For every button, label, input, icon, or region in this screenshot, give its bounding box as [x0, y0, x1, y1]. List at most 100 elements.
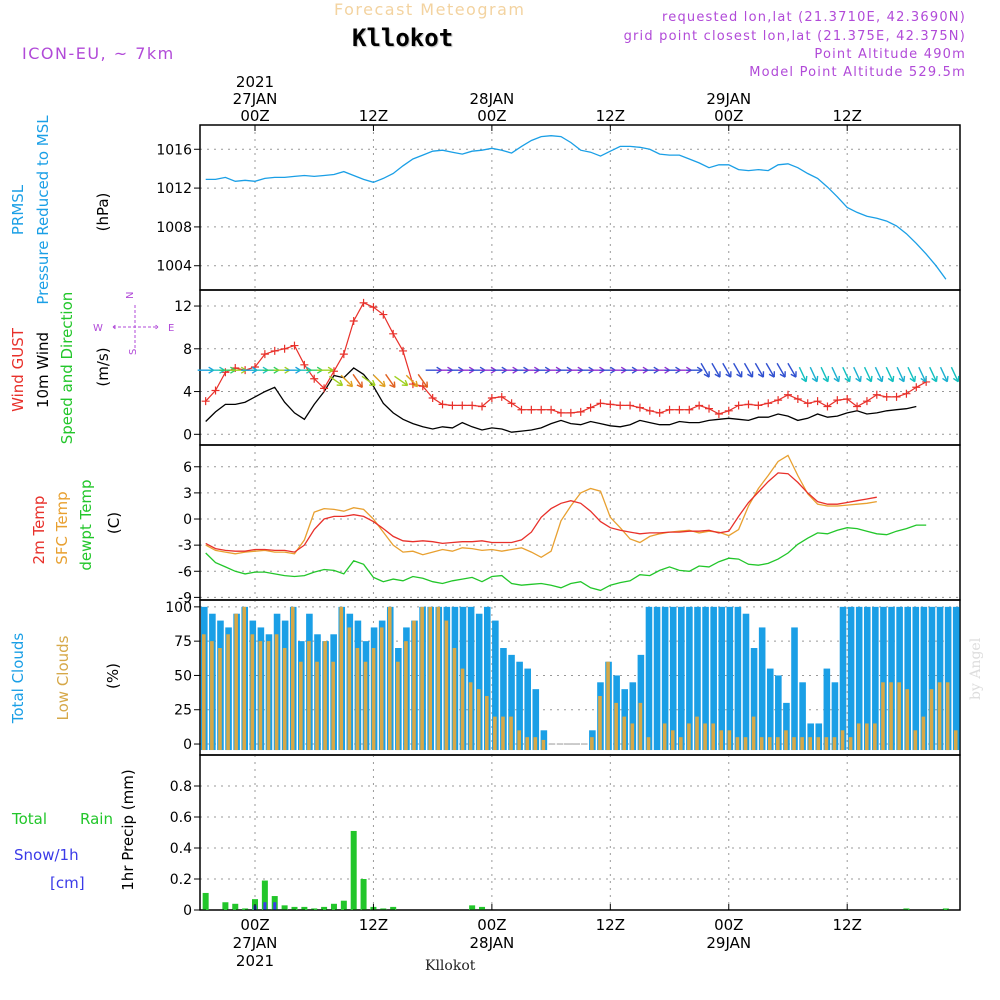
wind-direction-arrow: [907, 366, 917, 383]
arrow-head: [703, 371, 710, 378]
total-cloud-bar: [483, 606, 491, 751]
arrow-shaft: [863, 366, 872, 382]
wind-gust-marker: [270, 346, 279, 355]
arrow-head: [736, 371, 743, 378]
arrow-shaft: [885, 366, 894, 382]
low-cloud-bar: [371, 648, 376, 751]
low-cloud-bar: [590, 737, 594, 751]
time-label-bottom: 12Z: [596, 916, 625, 934]
panel-frame: [199, 289, 961, 446]
arrow-shaft: [405, 374, 419, 388]
arrow-shaft: [385, 373, 396, 388]
y-tick-label: 25: [174, 703, 192, 719]
y-tick-label: 0.6: [170, 810, 192, 826]
rain-bar: [311, 908, 318, 910]
rain-bar: [232, 903, 239, 910]
arrow-shaft: [733, 362, 743, 378]
time-label-bottom: 12Z: [833, 916, 862, 934]
arrow-head: [757, 371, 765, 378]
model-label: ICON-EU, ~ 7km: [22, 44, 175, 63]
temp-2m-label: 2m Temp: [30, 496, 48, 565]
pressure-label-long: Pressure Reduced to MSL: [34, 115, 52, 305]
total-clouds-label: Total Clouds: [9, 633, 27, 725]
wind-direction-arrow: [863, 366, 873, 383]
time-label-top: 2021: [236, 73, 274, 91]
time-label-bottom: 29JAN: [706, 934, 751, 952]
low-cloud-bar: [711, 723, 715, 751]
total-cloud-bar: [807, 723, 814, 751]
low-cloud-bar: [743, 737, 748, 751]
low-cloud-bar: [945, 682, 950, 751]
y-tick-label: 0: [183, 512, 192, 528]
wind-gust-marker: [458, 401, 467, 410]
y-tick-label: 4: [183, 385, 192, 401]
total-cloud-bar: [799, 682, 806, 751]
total-cloud-bar: [653, 606, 661, 751]
arrow-head: [401, 379, 409, 387]
low-cloud-bar: [953, 730, 958, 751]
y-tick-label: -6: [178, 564, 192, 580]
arrow-shaft: [929, 366, 938, 382]
total-cloud-bar: [920, 606, 928, 751]
total-cloud-bar: [678, 606, 685, 751]
total-cloud-bar: [952, 606, 960, 751]
arrow-shaft: [820, 366, 829, 382]
wind-gust-marker: [793, 395, 802, 404]
time-label-top: 29JAN: [706, 90, 751, 108]
low-cloud-bar: [759, 737, 764, 751]
arrow-head: [421, 381, 429, 389]
y-tick-label: -3: [178, 538, 192, 554]
wind-gust-label: Wind GUST: [9, 327, 27, 412]
wind-gust-marker: [655, 408, 664, 417]
dewpt-line: [205, 524, 927, 592]
y-tick-label: 100: [165, 600, 192, 616]
low-cloud-bar: [695, 716, 699, 751]
arrow-shaft: [373, 374, 386, 388]
wind-direction-arrow: [317, 366, 334, 374]
total-cloud-bar: [532, 689, 540, 751]
wind-gust-marker: [290, 341, 299, 350]
compass-south-label: S: [128, 349, 139, 355]
arrow-head: [389, 381, 396, 389]
wind-gust-marker: [260, 350, 269, 359]
arrow-shaft: [809, 366, 818, 382]
wind-gust-marker: [645, 406, 654, 415]
y-tick-label: 0.2: [170, 872, 192, 888]
wind-gust-marker: [339, 350, 348, 359]
time-label-top: 00Z: [714, 107, 743, 125]
wind-gust-line: [205, 302, 927, 415]
snow-bar: [273, 902, 277, 910]
low-cloud-bar: [282, 648, 287, 751]
low-cloud-bar: [638, 702, 643, 751]
low-cloud-bar: [856, 723, 861, 751]
low-cloud-bar: [501, 716, 505, 751]
y-tick-label: 0: [183, 903, 192, 919]
station-title: Kllokot: [352, 24, 454, 52]
arrow-shaft: [765, 362, 775, 378]
total-cloud-bar: [645, 606, 653, 751]
arrow-head: [920, 375, 927, 383]
low-cloud-bar: [452, 648, 457, 751]
wind-gust-marker: [635, 403, 644, 412]
low-cloud-bar: [840, 730, 845, 751]
low-cloud-bar: [307, 641, 311, 751]
snow-label: Snow/1h: [14, 846, 79, 864]
grid-point-coords: grid point closest lon,lat (21.375E, 42.…: [623, 29, 966, 44]
total-cloud-bar: [831, 682, 839, 751]
arrow-shaft: [874, 366, 883, 382]
clouds-unit-label: (%): [104, 663, 122, 689]
low-cloud-bar: [428, 606, 433, 751]
wind-direction-arrow: [743, 362, 754, 378]
low-cloud-bar: [436, 606, 441, 751]
low-cloud-bar: [404, 641, 408, 751]
wind-gust-marker: [714, 410, 723, 418]
y-tick-label: 75: [174, 634, 192, 650]
arrow-head: [844, 375, 851, 383]
time-label-bottom: 00Z: [477, 916, 506, 934]
total-cloud-bar: [783, 702, 790, 751]
low-cloud-bar: [687, 723, 691, 751]
time-label-top: 12Z: [359, 107, 388, 125]
time-label-bottom: 00Z: [714, 916, 743, 934]
wind-gust-marker: [616, 401, 625, 410]
low-cloud-bar: [258, 641, 263, 751]
